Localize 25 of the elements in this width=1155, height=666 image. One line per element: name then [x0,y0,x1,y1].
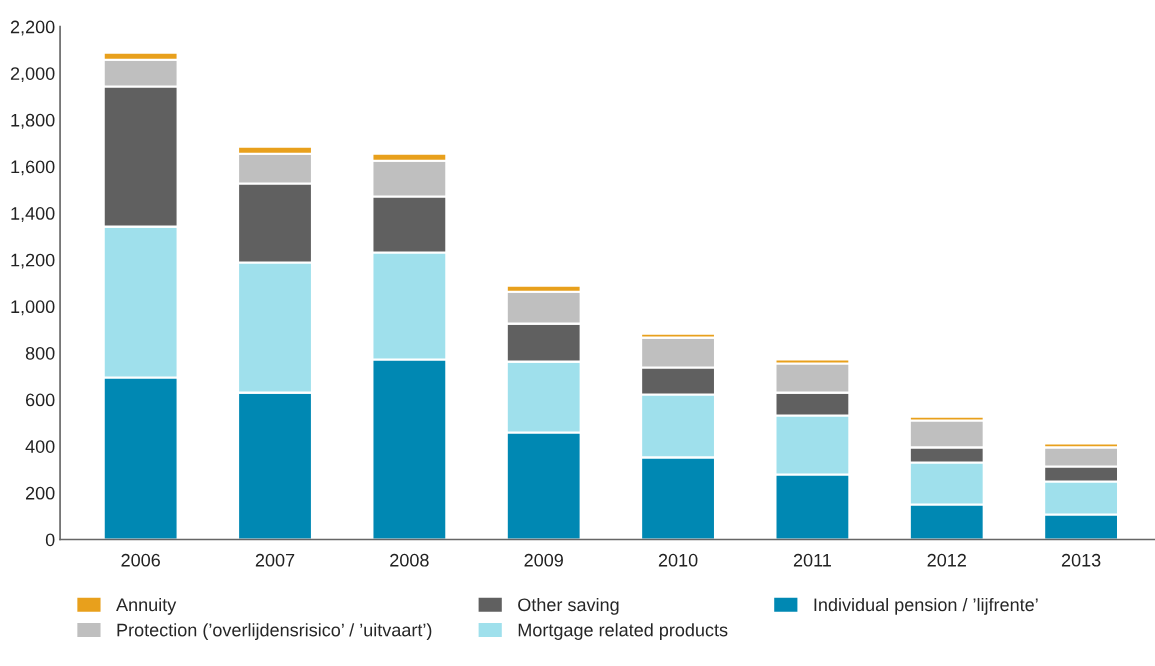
y-tick-label: 200 [25,486,55,500]
x-tick-label: 2007 [255,553,295,567]
y-tick-label: 400 [25,440,55,453]
x-tick-label: 2010 [658,553,698,567]
y-tick-label: 1,600 [11,160,55,176]
y-tick-label: 1,800 [11,113,55,129]
legend-label: Annuity [116,597,177,615]
y-tick-label: 2,000 [10,67,55,83]
x-tick-label: 2013 [1061,553,1101,567]
legend-label: Mortgage related products [518,623,728,640]
y-tick-label: 1,200 [11,253,55,269]
x-tick-label: 2006 [121,553,160,567]
y-tick-label: 1,000 [11,300,55,316]
x-tick-label: 2011 [793,553,831,567]
x-tick-label: 2012 [927,553,966,567]
x-tick-label: 2008 [390,553,429,567]
y-tick-label: 2,200 [10,20,55,36]
y-tick-label: 1,400 [11,207,55,222]
legend-label: Protection (’overlijdensrisico’ / ’uitvaart’) [117,623,432,640]
y-tick-label: 0 [45,533,55,547]
legend-label: Individual pension / ’lijfrente’ [814,597,1038,615]
y-tick-label: 800 [25,346,55,360]
legend-label: Other saving [518,597,619,615]
x-tick-label: 2009 [524,553,563,567]
y-tick-label: 600 [25,393,55,407]
